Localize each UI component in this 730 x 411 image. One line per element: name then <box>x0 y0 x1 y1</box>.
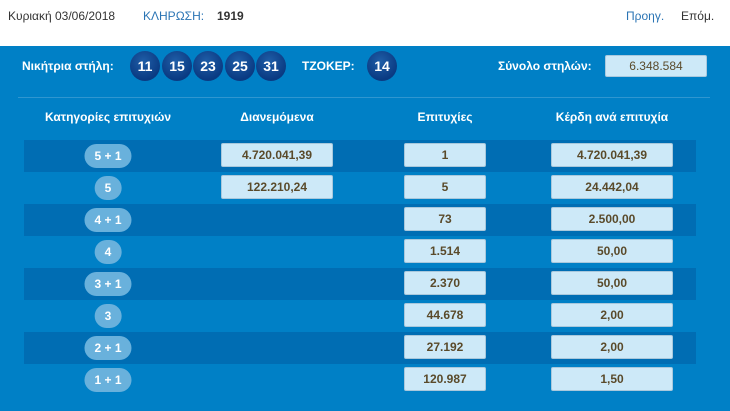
prize-value: 4.720.041,39 <box>551 143 673 167</box>
category-badge: 3 + 1 <box>84 272 132 296</box>
results-panel: Νικήτρια στήλη: 11 15 23 25 31 ΤΖΟΚΕΡ: 1… <box>0 46 730 411</box>
prize-value: 2,00 <box>551 335 673 359</box>
header-winners: Επιτυχίες <box>417 110 473 124</box>
draw-number: 1919 <box>217 9 244 23</box>
previous-link[interactable]: Προηγ. <box>626 9 665 23</box>
winners-value: 73 <box>404 207 486 231</box>
prize-value: 2,00 <box>551 303 673 327</box>
category-badge: 1 + 1 <box>84 368 132 392</box>
prize-value: 2.500,00 <box>551 207 673 231</box>
category-badge: 5 + 1 <box>84 144 132 168</box>
winning-number-ball: 25 <box>225 51 255 81</box>
category-badge: 2 + 1 <box>84 336 132 360</box>
prize-value: 50,00 <box>551 239 673 263</box>
winners-value: 5 <box>404 175 486 199</box>
table-row: 2 + 1 27.192 2,00 <box>24 332 696 364</box>
joker-ball: 14 <box>367 51 397 81</box>
table-row: 3 44.678 2,00 <box>24 300 696 332</box>
winning-number-ball: 11 <box>130 51 160 81</box>
table-row: 1 + 1 120.987 1,50 <box>24 364 696 396</box>
category-badge: 4 <box>94 240 122 264</box>
category-badge: 3 <box>94 304 122 328</box>
joker-label: ΤΖΟΚΕΡ: <box>302 59 355 73</box>
winning-number-ball: 23 <box>193 51 223 81</box>
table-row: 5 + 1 4.720.041,39 1 4.720.041,39 <box>24 140 696 172</box>
winners-value: 120.987 <box>404 367 486 391</box>
table-row: 4 + 1 73 2.500,00 <box>24 204 696 236</box>
winners-value: 27.192 <box>404 335 486 359</box>
header-distributed: Διανεμόμενα <box>240 110 314 124</box>
next-link[interactable]: Επόμ. <box>681 9 715 23</box>
total-columns-label: Σύνολο στηλών: <box>498 59 592 73</box>
divider <box>18 97 710 98</box>
winning-column-label: Νικήτρια στήλη: <box>22 59 114 73</box>
header-prize: Κέρδη ανά επιτυχία <box>555 110 669 124</box>
table-row: 4 1.514 50,00 <box>24 236 696 268</box>
category-badge: 4 + 1 <box>84 208 132 232</box>
prize-value: 24.442,04 <box>551 175 673 199</box>
distributed-value: 4.720.041,39 <box>221 143 333 167</box>
draw-label: ΚΛΗΡΩΣΗ: <box>143 9 205 23</box>
total-columns-value: 6.348.584 <box>605 55 707 77</box>
winning-number-ball: 15 <box>162 51 192 81</box>
winners-value: 1 <box>404 143 486 167</box>
distributed-value: 122.210,24 <box>221 175 333 199</box>
header-categories: Κατηγορίες επιτυχιών <box>44 110 172 124</box>
winners-value: 1.514 <box>404 239 486 263</box>
prize-value: 1,50 <box>551 367 673 391</box>
table-row: 5 122.210,24 5 24.442,04 <box>24 172 696 204</box>
winners-value: 2.370 <box>404 271 486 295</box>
winning-number-ball: 31 <box>256 51 286 81</box>
table-row: 3 + 1 2.370 50,00 <box>24 268 696 300</box>
winners-value: 44.678 <box>404 303 486 327</box>
draw-date: Κυριακή 03/06/2018 <box>8 9 116 23</box>
category-badge: 5 <box>94 176 122 200</box>
top-bar: Κυριακή 03/06/2018 ΚΛΗΡΩΣΗ: 1919 Προηγ. … <box>0 0 730 46</box>
prize-value: 50,00 <box>551 271 673 295</box>
